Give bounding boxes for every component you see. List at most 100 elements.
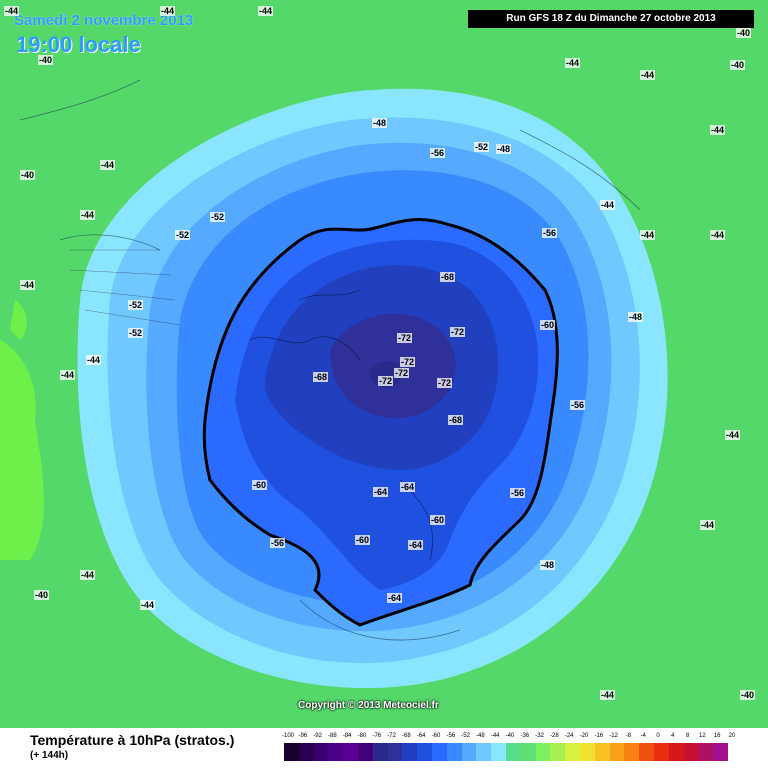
contour-label: -64 — [408, 540, 424, 550]
legend-swatch — [654, 743, 669, 761]
legend-tick-label: -56 — [446, 733, 456, 739]
contour-label: -60 — [252, 480, 268, 490]
contour-label: -56 — [570, 400, 586, 410]
contour-label: -44 — [710, 230, 726, 240]
contour-label: -60 — [430, 515, 446, 525]
contour-label: -44 — [258, 6, 274, 16]
contour-label: -44 — [160, 6, 176, 16]
contour-label: -56 — [510, 488, 526, 498]
legend-tick-label: -40 — [505, 733, 515, 739]
contour-label: -40 — [20, 170, 36, 180]
contour-label: -68 — [313, 372, 329, 382]
contour-label: -44 — [600, 690, 616, 700]
contour-label: -72 — [378, 376, 394, 386]
contour-label: -60 — [355, 535, 371, 545]
contour-label: -52 — [210, 212, 226, 222]
contour-label: -64 — [373, 487, 389, 497]
legend-swatch — [328, 743, 344, 761]
contour-label: -44 — [600, 200, 616, 210]
contour-label: -44 — [100, 160, 116, 170]
legend-tick-label: -28 — [550, 733, 559, 739]
contour-label: -72 — [450, 327, 466, 337]
contour-label: -72 — [394, 368, 410, 378]
legend-tick-label: 8 — [685, 733, 690, 739]
legend-tick-label: -64 — [416, 733, 426, 739]
legend-swatch — [698, 743, 714, 761]
contour-label: -72 — [437, 378, 453, 388]
legend-swatch — [535, 743, 551, 761]
contour-label: -64 — [387, 593, 403, 603]
legend-tick-label: -24 — [564, 733, 574, 739]
temperature-map: Samedi 2 novembre 2013 19:00 locale Run … — [0, 6, 756, 711]
legend-swatch — [372, 743, 388, 761]
contour-label: -40 — [736, 28, 752, 38]
legend-swatch — [417, 743, 432, 761]
copyright-text: Copyright © 2013 Meteociel.fr — [298, 700, 439, 711]
contour-label: -44 — [640, 70, 656, 80]
legend-swatch — [565, 743, 580, 761]
legend-swatch — [639, 743, 654, 761]
contour-label: -56 — [542, 228, 558, 238]
contour-label: -40 — [730, 60, 746, 70]
legend-swatch — [506, 743, 521, 761]
legend-swatch — [298, 743, 314, 761]
legend-tick-label: 16 — [713, 733, 721, 739]
contour-label: -68 — [440, 272, 456, 282]
contour-label: -44 — [86, 355, 102, 365]
contour-label: -72 — [400, 357, 416, 367]
legend-tick-label: -8 — [625, 733, 632, 739]
legend-swatch — [713, 743, 728, 761]
contour-label: -68 — [448, 415, 464, 425]
legend-tick-label: -72 — [387, 733, 396, 739]
contour-label: -40 — [740, 690, 756, 700]
contour-label: -44 — [565, 58, 581, 68]
legend-swatch — [594, 743, 610, 761]
legend-swatch — [476, 743, 492, 761]
legend-swatch — [313, 743, 329, 761]
legend-swatch — [624, 743, 640, 761]
legend-tick-label: -80 — [357, 733, 367, 739]
contour-label: -52 — [474, 142, 490, 152]
legend-swatch — [609, 743, 625, 761]
legend-swatch — [520, 743, 536, 761]
model-run-banner: Run GFS 18 Z du Dimanche 27 octobre 2013 — [468, 10, 754, 28]
legend-tick-label: -20 — [579, 733, 589, 739]
legend-swatch — [446, 743, 462, 761]
legend-swatch — [432, 743, 447, 761]
legend-tick-label: -16 — [594, 733, 604, 739]
legend-swatch — [668, 743, 684, 761]
contour-label: -48 — [628, 312, 644, 322]
contour-label: -52 — [128, 328, 144, 338]
contour-label: -52 — [128, 300, 144, 310]
legend-tick-label: -100 — [282, 733, 295, 739]
contour-label: -72 — [397, 333, 413, 343]
legend-tick-label: -68 — [402, 733, 411, 739]
legend-tick-label: -60 — [431, 733, 441, 739]
legend-tick-label: -96 — [298, 733, 308, 739]
legend-tick-label: -52 — [461, 733, 470, 739]
contour-label: -40 — [34, 590, 50, 600]
lead-time: (+ 144h) — [30, 750, 69, 761]
legend-tick-label: -12 — [609, 733, 618, 739]
contour-label: -56 — [270, 538, 286, 548]
legend-tick-label: -84 — [342, 733, 352, 739]
contour-label: -48 — [496, 144, 512, 154]
legend-tick-label: -44 — [490, 733, 500, 739]
legend-tick-label: 0 — [656, 733, 660, 739]
contour-label: -48 — [540, 560, 556, 570]
legend-tick-label: -92 — [313, 733, 322, 739]
legend-tick-label: -88 — [328, 733, 337, 739]
contour-label: -60 — [540, 320, 556, 330]
map-graphic — [0, 79, 668, 689]
legend-swatch — [387, 743, 403, 761]
legend-tick-label: -76 — [372, 733, 382, 739]
contour-label: -44 — [700, 520, 716, 530]
legend-tick-label: -36 — [520, 733, 530, 739]
legend-tick-label: -4 — [640, 733, 646, 739]
forecast-local-time: 19:00 locale — [16, 32, 141, 57]
contour-label: -64 — [400, 482, 416, 492]
legend-swatch — [550, 743, 566, 761]
legend-swatch — [284, 743, 299, 761]
legend-swatch — [461, 743, 477, 761]
forecast-date: Samedi 2 novembre 2013 — [14, 12, 194, 29]
